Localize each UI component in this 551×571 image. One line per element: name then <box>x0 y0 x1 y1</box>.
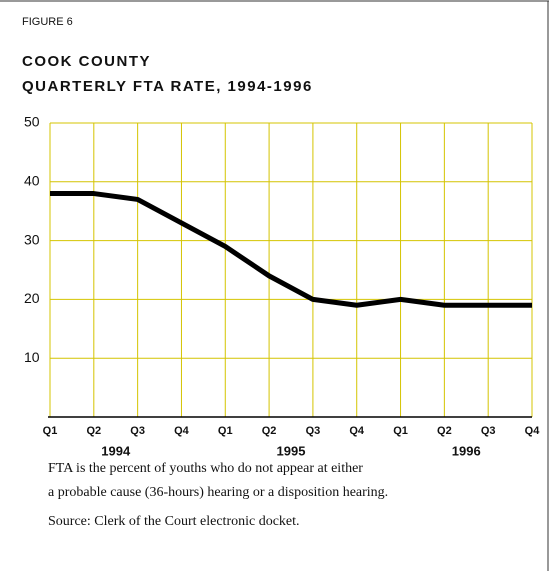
x-tick-label: Q1 <box>218 425 233 437</box>
figure-label: FIGURE 6 <box>22 16 73 28</box>
chart-title: COOK COUNTY <box>22 53 151 70</box>
year-label: 1994 <box>101 443 131 458</box>
y-tick-label: 30 <box>24 231 40 247</box>
x-tick-label: Q4 <box>525 425 541 437</box>
x-tick-label: Q2 <box>86 425 101 437</box>
y-tick-label: 40 <box>24 173 40 189</box>
x-tick-label: Q3 <box>130 425 145 437</box>
year-label: 1996 <box>452 443 481 458</box>
x-tick-label: Q2 <box>262 425 277 437</box>
x-tick-label: Q1 <box>393 425 408 437</box>
data-line <box>50 191 532 308</box>
x-tick-label: Q1 <box>43 425 58 437</box>
source: Source: Clerk of the Court electronic do… <box>48 514 300 529</box>
note: a probable cause (36-hours) hearing or a… <box>48 485 388 500</box>
y-tick-label: 20 <box>24 290 40 306</box>
x-tick-label: Q4 <box>174 425 190 437</box>
x-tick-label: Q3 <box>306 425 321 437</box>
y-tick-label: 50 <box>24 114 40 130</box>
chart-title: QUARTERLY FTA RATE, 1994-1996 <box>22 78 313 95</box>
y-tick-label: 10 <box>24 349 40 365</box>
x-tick-label: Q3 <box>481 425 496 437</box>
x-tick-label: Q4 <box>349 425 365 437</box>
x-tick-label: Q2 <box>437 425 452 437</box>
note: FTA is the percent of youths who do not … <box>48 461 363 476</box>
year-label: 1995 <box>277 443 306 458</box>
